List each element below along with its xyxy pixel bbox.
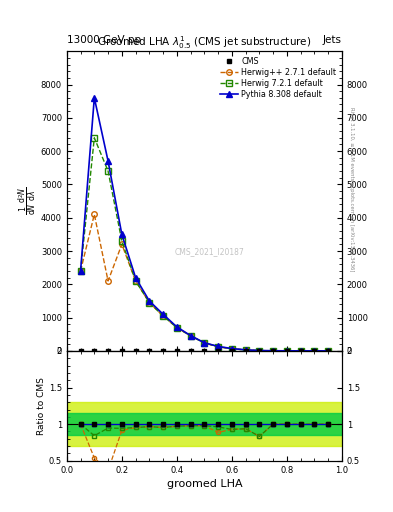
Pythia 8.308 default (271, 348, 275, 354)
Pythia 8.308 default (202, 339, 207, 346)
Herwig++ 2.7.1 default (161, 313, 165, 319)
CMS (298, 348, 303, 354)
Herwig 7.2.1 default (257, 348, 262, 354)
Herwig++ 2.7.1 default (202, 340, 207, 346)
Herwig++ 2.7.1 default (312, 348, 317, 354)
Herwig 7.2.1 default (312, 348, 317, 354)
Pythia 8.308 default (312, 348, 317, 354)
CMS (271, 348, 275, 354)
Herwig++ 2.7.1 default (243, 347, 248, 353)
Herwig 7.2.1 default (147, 300, 152, 306)
Line: Herwig++ 2.7.1 default: Herwig++ 2.7.1 default (78, 211, 331, 354)
Line: Herwig 7.2.1 default: Herwig 7.2.1 default (78, 135, 331, 354)
CMS (243, 348, 248, 354)
Pythia 8.308 default (326, 348, 331, 354)
Pythia 8.308 default (119, 231, 124, 238)
Herwig 7.2.1 default (174, 325, 179, 331)
Herwig 7.2.1 default (92, 135, 97, 141)
Herwig++ 2.7.1 default (78, 268, 83, 274)
Pythia 8.308 default (285, 348, 289, 354)
Herwig++ 2.7.1 default (188, 333, 193, 339)
Text: Jets: Jets (323, 35, 342, 45)
CMS (285, 348, 289, 354)
Pythia 8.308 default (216, 344, 220, 350)
CMS (119, 348, 124, 354)
Herwig 7.2.1 default (202, 340, 207, 346)
Y-axis label: $\frac{1}{\mathrm{d}N}\frac{\mathrm{d}^2N}{\mathrm{d}\lambda}$: $\frac{1}{\mathrm{d}N}\frac{\mathrm{d}^2… (18, 187, 38, 216)
CMS (312, 348, 317, 354)
CMS (257, 348, 262, 354)
Pythia 8.308 default (78, 268, 83, 274)
CMS (92, 348, 97, 354)
Herwig++ 2.7.1 default (298, 348, 303, 354)
Herwig 7.2.1 default (216, 344, 220, 350)
Herwig 7.2.1 default (243, 347, 248, 353)
Pythia 8.308 default (92, 95, 97, 101)
CMS (188, 348, 193, 354)
Text: CMS_2021_I20187: CMS_2021_I20187 (175, 247, 245, 257)
Text: 13000 GeV pp: 13000 GeV pp (67, 35, 141, 45)
Herwig 7.2.1 default (271, 348, 275, 354)
Y-axis label: Ratio to CMS: Ratio to CMS (37, 377, 46, 435)
Pythia 8.308 default (133, 274, 138, 281)
Herwig 7.2.1 default (133, 278, 138, 284)
Herwig++ 2.7.1 default (271, 348, 275, 354)
Line: CMS: CMS (79, 349, 330, 353)
Herwig++ 2.7.1 default (147, 300, 152, 306)
Pythia 8.308 default (147, 298, 152, 304)
Herwig++ 2.7.1 default (174, 325, 179, 331)
Herwig 7.2.1 default (119, 238, 124, 244)
Herwig++ 2.7.1 default (216, 344, 220, 350)
Pythia 8.308 default (257, 348, 262, 354)
Title: Groomed LHA $\lambda^{1}_{0.5}$ (CMS jet substructure): Groomed LHA $\lambda^{1}_{0.5}$ (CMS jet… (97, 34, 312, 51)
CMS (106, 348, 110, 354)
Herwig 7.2.1 default (285, 348, 289, 354)
Line: Pythia 8.308 default: Pythia 8.308 default (78, 95, 331, 354)
Herwig++ 2.7.1 default (326, 348, 331, 354)
Herwig 7.2.1 default (78, 268, 83, 274)
Pythia 8.308 default (243, 347, 248, 353)
CMS (133, 348, 138, 354)
Herwig 7.2.1 default (326, 348, 331, 354)
Pythia 8.308 default (188, 332, 193, 338)
CMS (326, 348, 331, 354)
Pythia 8.308 default (174, 324, 179, 330)
Herwig 7.2.1 default (298, 348, 303, 354)
Herwig 7.2.1 default (106, 168, 110, 174)
Herwig 7.2.1 default (188, 333, 193, 339)
Pythia 8.308 default (298, 348, 303, 354)
Herwig++ 2.7.1 default (119, 241, 124, 247)
CMS (147, 348, 152, 354)
Herwig++ 2.7.1 default (133, 278, 138, 284)
Herwig 7.2.1 default (230, 346, 234, 352)
Herwig++ 2.7.1 default (257, 348, 262, 354)
CMS (78, 348, 83, 354)
CMS (161, 348, 165, 354)
Herwig++ 2.7.1 default (106, 278, 110, 284)
Text: Rivet 3.1.10, ≥ 3.1M events: Rivet 3.1.10, ≥ 3.1M events (349, 106, 354, 180)
X-axis label: groomed LHA: groomed LHA (167, 479, 242, 489)
Text: mcplots.cern.ch [arXiv:1306.3436]: mcplots.cern.ch [arXiv:1306.3436] (349, 180, 354, 271)
Pythia 8.308 default (106, 158, 110, 164)
Herwig++ 2.7.1 default (230, 346, 234, 352)
CMS (174, 348, 179, 354)
Herwig++ 2.7.1 default (285, 348, 289, 354)
Herwig++ 2.7.1 default (92, 211, 97, 218)
Pythia 8.308 default (161, 311, 165, 317)
Legend: CMS, Herwig++ 2.7.1 default, Herwig 7.2.1 default, Pythia 8.308 default: CMS, Herwig++ 2.7.1 default, Herwig 7.2.… (219, 55, 338, 100)
Herwig 7.2.1 default (161, 313, 165, 319)
Pythia 8.308 default (230, 346, 234, 352)
CMS (230, 348, 234, 354)
CMS (216, 348, 220, 354)
CMS (202, 348, 207, 354)
